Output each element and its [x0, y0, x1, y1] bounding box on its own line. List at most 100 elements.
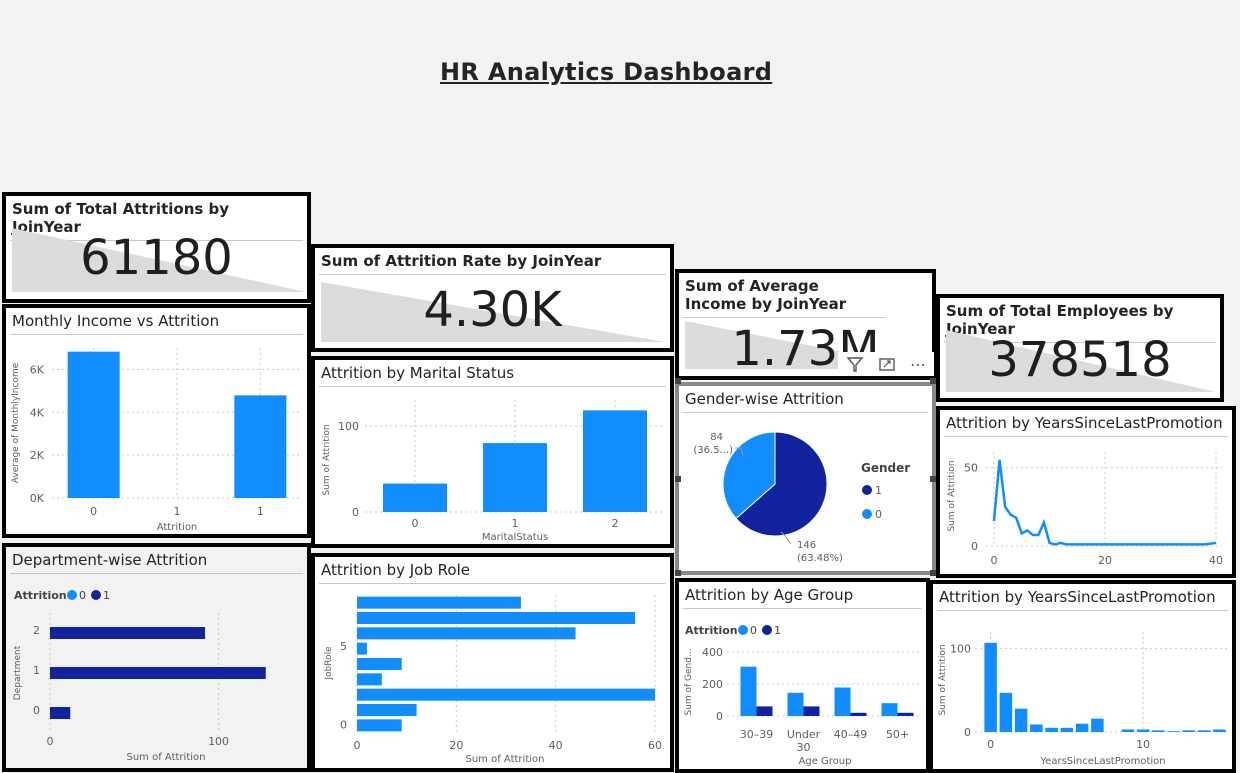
marital-status-bar-chart: 0 100 0 1 2 MaritalStatus Sum of Attrition — [322, 400, 665, 543]
y-axis-title: Sum of Attrition — [322, 424, 332, 495]
bar — [357, 612, 636, 624]
legend-label: 1 — [103, 589, 110, 602]
job-role-bar-chart: 0 20 40 60 5 0 Sum of Attrition JobRole — [324, 595, 662, 765]
bar — [383, 483, 447, 512]
bar — [1060, 727, 1074, 732]
bar — [583, 410, 647, 512]
legend-label: 1 — [875, 484, 882, 497]
legend-marker — [91, 590, 101, 600]
filter-icon[interactable] — [846, 355, 864, 373]
resize-handle[interactable] — [675, 476, 681, 482]
promotion-line-chart-card[interactable]: Attrition by YearsSinceLastPromotion 0 50… — [936, 406, 1236, 578]
bar — [357, 642, 367, 655]
bar — [740, 666, 757, 716]
resize-handle[interactable] — [675, 570, 681, 576]
age-group-chart-card[interactable]: Attrition by Age Group Attrition 0 1 0 200 40… — [675, 578, 930, 773]
kpi-total-attritions-title: Sum of Total Attritions by JoinYear — [10, 198, 303, 241]
legend-marker — [762, 625, 772, 635]
kpi-attrition-rate-card[interactable]: Sum of Attrition Rate by JoinYear 4.30K — [311, 244, 674, 352]
data-label: 84 — [710, 432, 723, 443]
monthly-income-chart-card[interactable]: Monthly Income vs Attrition 0K 2K 4K 6K 0 1 1 A… — [2, 304, 311, 538]
y-tick-label: 0 — [964, 726, 971, 739]
x-tick-label: 40–49 — [834, 728, 868, 741]
y-tick-label: 0 — [716, 710, 723, 723]
gender-attrition-chart-card[interactable]: Gender-wise Attrition 146 (63.48%) 84 (36.5… — [675, 382, 936, 575]
chart-title: Attrition by Marital Status — [319, 362, 666, 387]
dashboard-title: HR Analytics Dashboard — [440, 58, 773, 86]
bar — [1152, 730, 1165, 732]
bar — [1136, 729, 1150, 732]
legend-marker — [862, 509, 872, 519]
bar — [897, 712, 914, 716]
series-line — [992, 459, 1217, 546]
kpi-attrition-rate-value: 4.30K — [423, 282, 562, 338]
job-role-chart-card[interactable]: Attrition by Job Role 0 20 40 60 5 0 Sum of At… — [311, 553, 674, 772]
legend-title: Attrition — [14, 589, 67, 602]
chart-title: Department-wise Attrition — [10, 549, 303, 574]
bar — [234, 395, 287, 498]
y-tick-label: 0 — [340, 718, 347, 731]
x-tick-label: 20 — [1098, 554, 1112, 567]
x-tick-label: Under — [787, 728, 821, 741]
x-tick-label: 0 — [47, 735, 54, 748]
y-tick-label: 0K — [30, 492, 45, 505]
x-tick-label: 1 — [257, 505, 264, 518]
y-tick-label: 50 — [964, 462, 978, 475]
y-tick-label: 0 — [33, 704, 40, 717]
gender-pie-chart: 146 (63.48%) 84 (36.5...) Gender 1 0 — [693, 431, 910, 564]
kpi-total-employees-card[interactable]: Sum of Total Employees by JoinYear 37851… — [936, 294, 1224, 402]
x-axis-title: MaritalStatus — [482, 532, 548, 543]
y-axis-title: Sum of Attrition — [938, 644, 948, 715]
y-tick-label: 2K — [30, 449, 45, 462]
bar — [1045, 727, 1058, 732]
resize-handle[interactable] — [930, 476, 936, 482]
kpi-total-employees-sparkline — [946, 330, 1216, 392]
x-tick-label: 0 — [991, 554, 998, 567]
bar — [850, 712, 867, 716]
y-tick-label: 100 — [950, 643, 971, 656]
y-tick-label: 200 — [702, 678, 723, 691]
leader-line — [735, 447, 744, 457]
kpi-total-attritions-card[interactable]: Sum of Total Attritions by JoinYear 6118… — [2, 192, 311, 303]
resize-handle[interactable] — [930, 570, 936, 576]
resize-handle[interactable] — [930, 378, 936, 384]
x-tick-label: 10 — [1136, 738, 1150, 751]
bar — [357, 688, 655, 701]
chart-title: Attrition by Job Role — [319, 559, 666, 584]
legend-label: 0 — [79, 589, 86, 602]
x-tick-label: 20 — [449, 739, 463, 752]
y-axis-title: JobRole — [324, 646, 334, 681]
bar — [803, 706, 820, 716]
y-tick-label: 400 — [702, 646, 723, 659]
legend-label: 0 — [750, 624, 757, 637]
bar — [50, 707, 71, 719]
bar — [50, 627, 206, 639]
focus-mode-icon[interactable] — [878, 355, 896, 373]
bar — [756, 706, 773, 716]
bar — [1197, 730, 1211, 732]
x-tick-label: 100 — [208, 735, 229, 748]
y-axis-title: Department — [13, 645, 23, 700]
x-tick-label: 0 — [354, 739, 361, 752]
monthly-income-bar-chart: 0K 2K 4K 6K 0 1 1 Attrition Average of MonthlyIn… — [11, 348, 302, 533]
y-axis-title: Sum of Attrition — [947, 460, 957, 531]
data-label: (63.48%) — [797, 553, 843, 564]
department-attrition-chart-card[interactable]: Department-wise Attrition Attrition 0 1 0 10… — [2, 543, 311, 772]
resize-handle[interactable] — [675, 378, 681, 384]
bar — [984, 642, 997, 732]
y-tick-label: 0 — [971, 540, 978, 553]
more-options-icon[interactable]: ⋯ — [910, 354, 926, 374]
chart-title: Attrition by Age Group — [683, 584, 922, 609]
bar — [357, 704, 417, 716]
bar — [787, 692, 804, 716]
bar — [357, 658, 402, 670]
promotion-bar-chart-card[interactable]: Attrition by YearsSinceLastPromotion 0 10… — [929, 580, 1236, 773]
x-tick-label: 50+ — [886, 728, 909, 741]
x-tick-label: 0 — [987, 738, 994, 751]
x-axis-title: Sum of Attrition — [466, 754, 545, 765]
bar — [67, 351, 120, 498]
bar — [1121, 729, 1135, 732]
legend-title: Attrition — [685, 624, 738, 637]
marital-status-chart-card[interactable]: Attrition by Marital Status 0 100 0 1 2 Marit… — [311, 356, 674, 548]
bar — [1213, 729, 1226, 732]
